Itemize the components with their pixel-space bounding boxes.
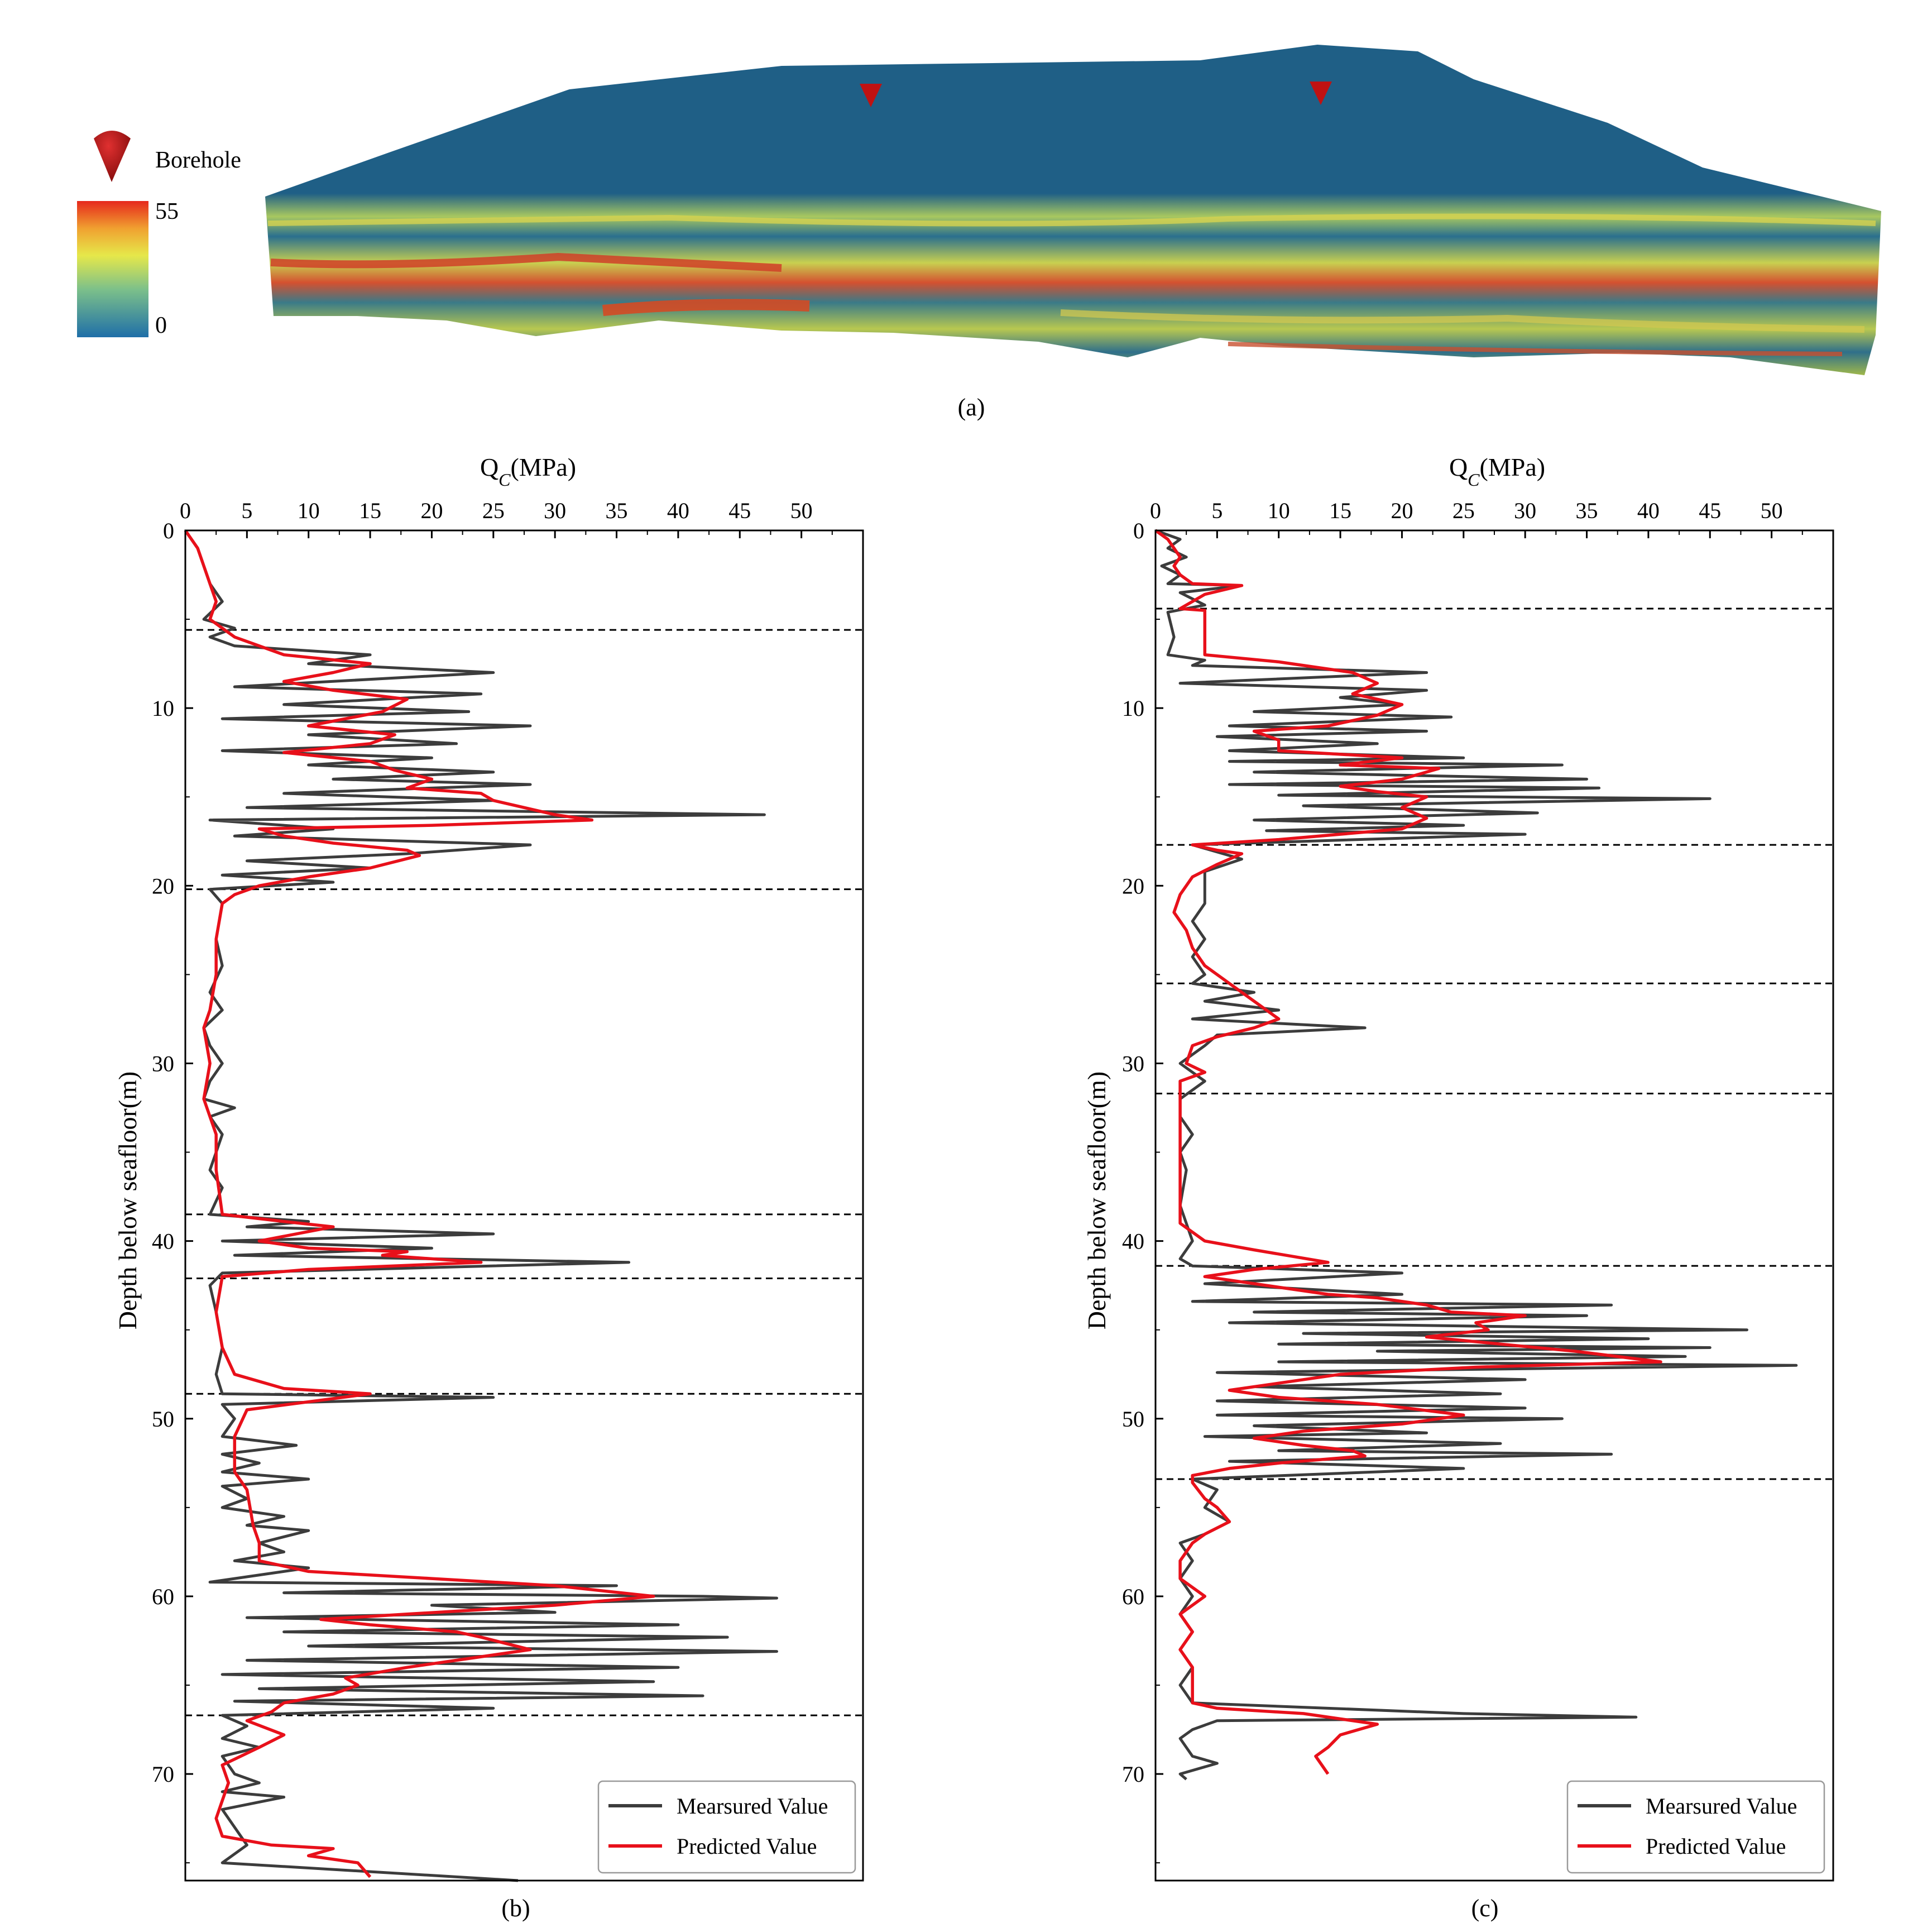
- panel-a: Borehole 55 0 (a): [77, 45, 1881, 421]
- chart-b-xtick-label-5: 25: [482, 498, 505, 523]
- chart-c-legend: Mearsured Value Predicted Value: [1566, 1780, 1825, 1874]
- chart-b-ytick-label-1: 10: [152, 696, 174, 721]
- chart-b-xtick-label-9: 45: [728, 498, 751, 523]
- chart-b-ytick-label-5: 50: [152, 1407, 174, 1432]
- seabed-layer-red-1: [270, 252, 782, 272]
- chart-b-xtick-label-10: 50: [790, 498, 813, 523]
- chart-c-xlabel: QC(MPa): [1449, 453, 1545, 490]
- chart-c-ytick-label-7: 70: [1122, 1762, 1144, 1787]
- chart-c-ytick-label-5: 50: [1122, 1407, 1144, 1432]
- chart-b-xtick-label-4: 20: [420, 498, 443, 523]
- seabed-layer-red-3: [1228, 342, 1843, 356]
- chart-b-xtick-label-3: 15: [359, 498, 381, 523]
- chart-b-legend: Mearsured Value Predicted Value: [597, 1780, 856, 1874]
- chart-c-ytick-label-1: 10: [1122, 696, 1144, 721]
- chart-b-series-measured: [184, 529, 778, 1882]
- chart-c-series-predicted: [1154, 529, 1662, 1775]
- color-scale-bar: [77, 201, 148, 337]
- chart-b-xtick-label-7: 35: [606, 498, 628, 523]
- seabed-layer-yellow-2: [1060, 309, 1865, 333]
- chart-c-ylabel: Depth below seafloor(m): [1082, 1071, 1111, 1329]
- chart-c-legend-measured-label: Mearsured Value: [1646, 1793, 1797, 1819]
- chart-c-ytick-label-0: 0: [1133, 518, 1144, 543]
- chart-b-xtick-label-2: 10: [298, 498, 320, 523]
- chart-b-frame: [184, 529, 864, 1882]
- chart-c-ytick-label-2: 20: [1122, 873, 1144, 898]
- panel-a-caption: (a): [958, 394, 985, 421]
- chart-b-ytick-label-4: 40: [152, 1229, 174, 1254]
- color-scale-max: 55: [155, 199, 179, 224]
- chart-b-ylabel: Depth below seafloor(m): [113, 1071, 142, 1329]
- chart-b-legend-box: [597, 1780, 856, 1874]
- chart-c-series-measured: [1155, 529, 1798, 1781]
- chart-b-series-predicted: [184, 529, 655, 1878]
- chart-b: QC(MPa) Depth below seafloor(m) 0 5 10 15 20…: [113, 453, 864, 1922]
- chart-b-xtick-label-1: 5: [241, 498, 252, 523]
- chart-b-legend-predicted-label: Predicted Value: [677, 1834, 817, 1859]
- chart-b-ytick-label-2: 20: [152, 873, 174, 898]
- chart-c-ytick-label-4: 40: [1122, 1229, 1144, 1254]
- chart-c-ytick-label-3: 30: [1122, 1051, 1144, 1076]
- chart-b-ytick-label-0: 0: [163, 518, 174, 543]
- chart-c-legend-predicted-label: Predicted Value: [1646, 1834, 1786, 1859]
- chart-c-xtick-label-7: 35: [1576, 498, 1598, 523]
- borehole-marker-1: [860, 84, 882, 107]
- chart-c-xtick-label-4: 20: [1391, 498, 1413, 523]
- seabed-layer-yellow-1: [267, 213, 1876, 227]
- chart-c-xtick-label-10: 50: [1761, 498, 1783, 523]
- borehole-legend-label: Borehole: [155, 147, 241, 173]
- seabed-model: [265, 45, 1881, 375]
- chart-c-xtick-label-3: 15: [1329, 498, 1351, 523]
- chart-b-legend-measured-label: Mearsured Value: [677, 1793, 828, 1819]
- seabed-layer-red-2: [602, 299, 810, 316]
- chart-b-ytick-label-6: 60: [152, 1584, 174, 1609]
- chart-c-xtick-label-9: 45: [1699, 498, 1721, 523]
- chart-c: QC(MPa) Depth below seafloor(m) 0 5 10 15 20…: [1082, 453, 1834, 1922]
- chart-b-xtick-label-0: 0: [180, 498, 191, 523]
- chart-b-xtick-label-6: 30: [544, 498, 566, 523]
- chart-c-ytick-label-6: 60: [1122, 1584, 1144, 1609]
- borehole-legend-icon: [94, 131, 131, 182]
- chart-b-xlabel: QC(MPa): [480, 453, 576, 490]
- chart-c-xtick-label-2: 10: [1268, 498, 1290, 523]
- chart-c-xtick-label-5: 25: [1452, 498, 1475, 523]
- chart-c-xtick-label-0: 0: [1150, 498, 1161, 523]
- borehole-marker-2: [1310, 82, 1332, 105]
- chart-c-xtick-label-6: 30: [1514, 498, 1536, 523]
- chart-c-legend-box: [1566, 1780, 1825, 1874]
- chart-b-xtick-label-8: 40: [667, 498, 689, 523]
- chart-c-xtick-label-1: 5: [1211, 498, 1223, 523]
- chart-b-caption: (b): [501, 1895, 530, 1922]
- chart-b-ytick-label-7: 70: [152, 1762, 174, 1787]
- color-scale-min: 0: [155, 313, 167, 338]
- chart-c-xtick-label-8: 40: [1637, 498, 1660, 523]
- chart-b-ytick-label-3: 30: [152, 1051, 174, 1076]
- chart-c-caption: (c): [1471, 1895, 1499, 1922]
